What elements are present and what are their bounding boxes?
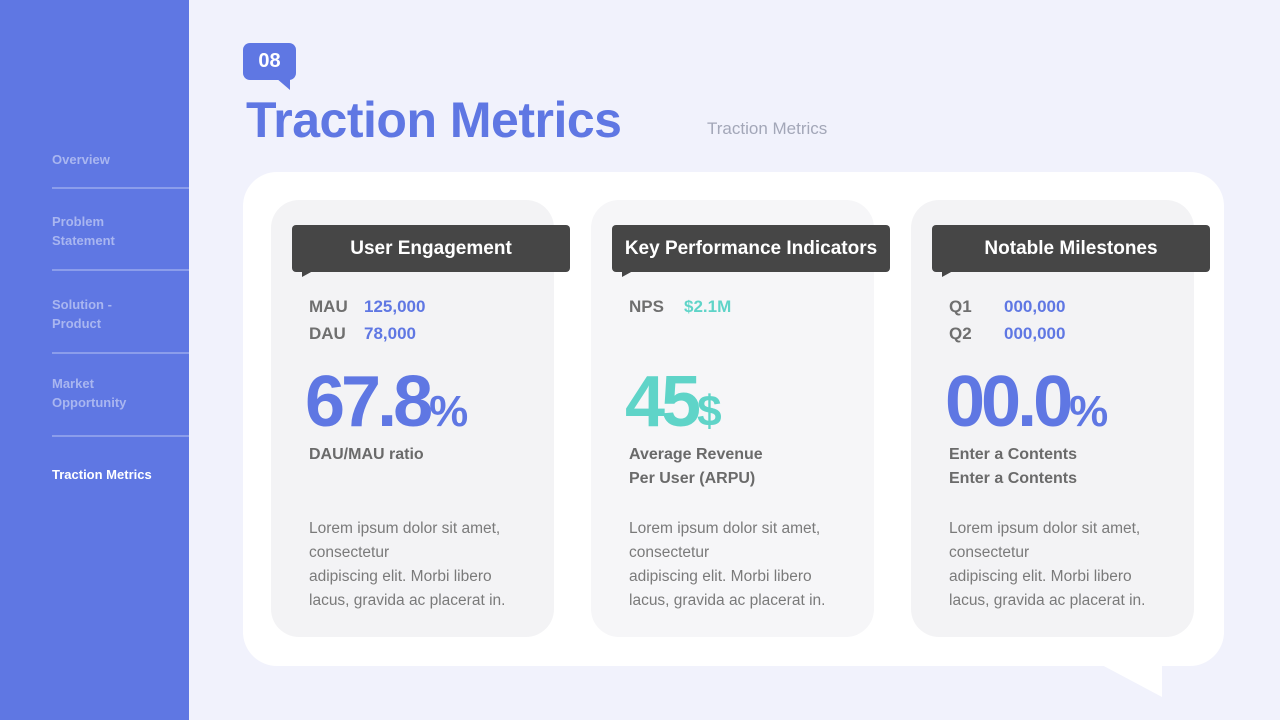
caption-line: Enter a Contents xyxy=(949,470,1078,487)
card-title-tail xyxy=(622,271,633,277)
sidebar-divider xyxy=(52,435,189,437)
metric-label: NPS xyxy=(629,297,664,316)
metric-caption: Average Revenue Per User (ARPU) xyxy=(629,443,763,491)
metric-label: Q2 xyxy=(949,324,972,343)
big-number: 45$ xyxy=(625,364,722,450)
metric-value: 78,000 xyxy=(364,324,416,343)
sidebar-divider xyxy=(52,352,189,354)
caption-line: Per User (ARPU) xyxy=(629,470,756,487)
metric-value: 000,000 xyxy=(1004,324,1066,343)
metric-label: MAU xyxy=(309,297,348,316)
sidebar-item-label: Statement xyxy=(52,233,115,248)
big-number-unit: % xyxy=(429,387,469,436)
body-line: adipiscing elit. Morbi libero xyxy=(629,568,812,585)
card-notable-milestones: Notable Milestones Q1 000,000 Q2 000,000… xyxy=(911,200,1210,637)
big-number-unit: % xyxy=(1069,387,1109,436)
sidebar-item-market-opportunity[interactable]: Market Opportunity xyxy=(52,374,189,412)
sidebar-item-label: Solution - xyxy=(52,297,112,312)
sidebar: Overview Problem Statement Solution - Pr… xyxy=(0,0,189,720)
section-number-badge: 08 xyxy=(243,43,296,80)
sidebar-item-label: Traction Metrics xyxy=(52,467,152,482)
metric-label: Q1 xyxy=(949,297,972,316)
metric-value: $2.1M xyxy=(684,297,732,316)
body-line: consectetur xyxy=(309,544,390,561)
metric-caption: Enter a Contents Enter a Contents xyxy=(949,443,1077,491)
card-key-performance-indicators: Key Performance Indicators NPS $2.1M 45$… xyxy=(591,200,890,637)
section-number: 08 xyxy=(258,50,281,72)
body-line: consectetur xyxy=(949,544,1030,561)
body-line: Lorem ipsum dolor sit amet, xyxy=(949,520,1141,537)
card-title: Key Performance Indicators xyxy=(612,225,890,272)
body-line: adipiscing elit. Morbi libero xyxy=(949,568,1132,585)
body-line: lacus, gravida ac placerat in. xyxy=(309,592,506,609)
card-title-tail xyxy=(302,271,313,277)
card-body-text: Lorem ipsum dolor sit amet, consectetur … xyxy=(309,517,549,613)
page-title: Traction Metrics xyxy=(246,92,622,148)
sidebar-item-traction-metrics[interactable]: Traction Metrics xyxy=(52,465,189,484)
sidebar-item-label: Market xyxy=(52,376,94,391)
card-title: User Engagement xyxy=(292,225,570,272)
body-line: lacus, gravida ac placerat in. xyxy=(949,592,1146,609)
page-subtitle: Traction Metrics xyxy=(707,119,828,138)
big-number-value: 67.8 xyxy=(305,362,433,442)
big-number-value: 45 xyxy=(625,362,701,442)
card-title-tail xyxy=(942,271,953,277)
metric-label: DAU xyxy=(309,324,346,343)
sidebar-item-label: Overview xyxy=(52,152,110,167)
metric-caption: DAU/MAU ratio xyxy=(309,443,424,467)
sidebar-item-overview[interactable]: Overview xyxy=(52,150,189,169)
sidebar-divider xyxy=(52,269,189,271)
card-body-text: Lorem ipsum dolor sit amet, consectetur … xyxy=(629,517,869,613)
sidebar-item-problem-statement[interactable]: Problem Statement xyxy=(52,212,189,250)
sidebar-item-label: Product xyxy=(52,316,102,331)
sidebar-item-solution-product[interactable]: Solution - Product xyxy=(52,295,189,333)
body-line: Lorem ipsum dolor sit amet, xyxy=(629,520,821,537)
big-number-value: 00.0 xyxy=(945,362,1073,442)
card-user-engagement: User Engagement MAU 125,000 DAU 78,000 6… xyxy=(271,200,570,637)
caption-line: DAU/MAU ratio xyxy=(309,446,424,463)
big-number: 00.0% xyxy=(945,364,1108,450)
body-line: Lorem ipsum dolor sit amet, xyxy=(309,520,501,537)
card-body-text: Lorem ipsum dolor sit amet, consectetur … xyxy=(949,517,1189,613)
panel-tail xyxy=(1100,664,1162,697)
metric-value: 125,000 xyxy=(364,297,426,316)
caption-line: Enter a Contents xyxy=(949,446,1078,463)
sidebar-divider xyxy=(52,187,189,189)
body-line: adipiscing elit. Morbi libero xyxy=(309,568,492,585)
caption-line: Average Revenue xyxy=(629,446,763,463)
badge-tail xyxy=(276,78,290,90)
metric-value: 000,000 xyxy=(1004,297,1066,316)
sidebar-item-label: Opportunity xyxy=(52,395,127,410)
big-number-unit: $ xyxy=(697,387,722,436)
big-number: 67.8% xyxy=(305,364,468,450)
body-line: lacus, gravida ac placerat in. xyxy=(629,592,826,609)
sidebar-item-label: Problem xyxy=(52,214,105,229)
card-title: Notable Milestones xyxy=(932,225,1210,272)
body-line: consectetur xyxy=(629,544,710,561)
